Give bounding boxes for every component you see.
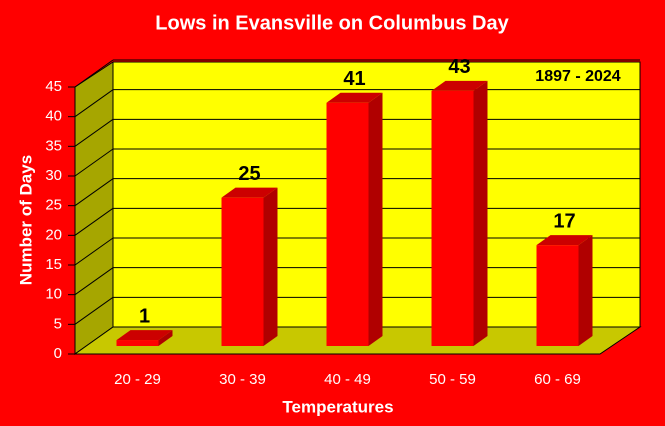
grid-line	[74, 296, 114, 325]
y-tick-label: 10	[45, 286, 62, 303]
bar-front	[536, 245, 579, 346]
y-tick-label: 35	[45, 137, 62, 154]
grid-line	[74, 89, 114, 118]
bar-side	[368, 92, 383, 346]
bar-side	[473, 80, 488, 346]
grid-line	[74, 267, 114, 296]
x-axis-label: Temperatures	[282, 397, 393, 416]
data-label: 43	[448, 56, 470, 78]
bar	[116, 330, 173, 346]
x-tick-label: 50 - 59	[429, 371, 476, 388]
annotation: 1897 - 2024	[535, 68, 621, 85]
bar	[326, 92, 383, 346]
bar-front	[326, 102, 369, 346]
y-tick-label: 5	[54, 315, 62, 332]
bar	[536, 235, 593, 346]
y-tick-label: 20	[45, 226, 62, 243]
bar-front	[116, 340, 159, 346]
bar-front	[221, 197, 264, 346]
data-label: 25	[238, 163, 260, 185]
y-tick-label: 0	[54, 345, 62, 362]
bars	[116, 80, 593, 346]
bar	[431, 80, 488, 346]
data-label: 1	[139, 305, 150, 327]
side-wall	[74, 61, 114, 355]
y-tick-label: 25	[45, 197, 62, 214]
data-label: 17	[553, 210, 575, 232]
bar-top	[221, 187, 278, 198]
grid-line	[74, 59, 114, 88]
x-tick-label: 20 - 29	[114, 371, 161, 388]
data-label: 41	[343, 68, 365, 90]
grid-line	[74, 237, 114, 266]
y-axis-label: Number of Days	[16, 155, 35, 285]
bar-top	[116, 330, 173, 341]
grid-line	[74, 207, 114, 236]
grid-line	[74, 148, 114, 177]
y-tick-label: 40	[45, 108, 62, 125]
bar	[221, 187, 278, 346]
grid-line	[74, 118, 114, 147]
chart-title: Lows in Evansville on Columbus Day	[155, 12, 509, 34]
bar-side	[578, 235, 593, 346]
x-tick-label: 30 - 39	[219, 371, 266, 388]
y-tick-label: 45	[45, 78, 62, 95]
bar-top	[326, 92, 383, 103]
bar-side	[158, 330, 173, 346]
bar-top	[431, 80, 488, 91]
y-tick-label: 15	[45, 256, 62, 273]
grid-line	[74, 178, 114, 207]
x-tick-label: 60 - 69	[534, 371, 581, 388]
bar-top	[536, 235, 593, 246]
bar-front	[431, 90, 474, 346]
y-tick-label: 30	[45, 167, 62, 184]
x-tick-label: 40 - 49	[324, 371, 371, 388]
bar-side	[263, 187, 278, 346]
